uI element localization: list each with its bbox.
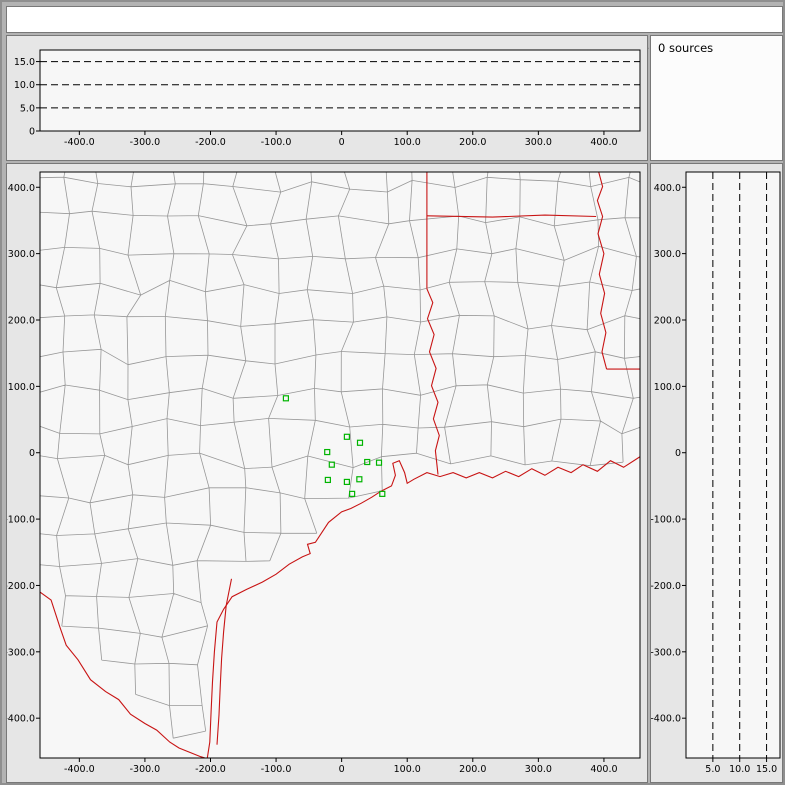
ew-plot-area[interactable] — [39, 49, 641, 132]
map-y-tick-label: 0 — [29, 448, 35, 459]
map-x-tick-label: -400.0 — [64, 764, 95, 775]
map-y-tick-label: 300.0 — [8, 249, 35, 260]
border-barrier-island — [216, 578, 233, 745]
map-y-tick-label: 200.0 — [8, 315, 35, 326]
map-x-tick-label: 300.0 — [525, 764, 552, 775]
ns-y-tick-label: 100.0 — [654, 382, 681, 393]
ns-x-tick-label: 10.0 — [729, 764, 750, 775]
ns-y-tick-label: -200.0 — [651, 581, 681, 592]
ns-x-tick-label: 15.0 — [756, 764, 777, 775]
map-x-tick-label: 200.0 — [459, 764, 486, 775]
map-layers — [40, 172, 640, 758]
alt-tick-label: 15.0 — [14, 57, 35, 68]
plan-view-map-chart: -400.0 -300.0 -200.0 -100.0 0 100.0 200.0 300.0… — [7, 171, 641, 775]
county-boundaries — [40, 172, 640, 739]
border-la-ar-north — [426, 214, 597, 218]
alt-tick-label: 5.0 — [20, 103, 35, 114]
map-y-tick-label: -200.0 — [7, 581, 35, 592]
ew-tick-label: 0 — [339, 137, 345, 148]
lma-station-marker — [375, 459, 383, 466]
map-x-tick-label: -200.0 — [195, 764, 226, 775]
map-y-tick-label: 400.0 — [8, 183, 35, 194]
ns-plot-area[interactable] — [685, 171, 781, 759]
panel-source-count: 0 sources — [650, 35, 783, 161]
lma-station-marker — [282, 395, 290, 402]
lma-station-marker — [343, 433, 350, 440]
lma-station-marker — [364, 458, 371, 466]
panel-plan-view-map: -400.0 -300.0 -200.0 -100.0 0 100.0 200.0 300.0… — [6, 163, 648, 783]
map-y-tick-label: -400.0 — [7, 714, 35, 725]
ns-y-tick-label: 0 — [675, 448, 681, 459]
border-mississippi-river — [596, 172, 608, 370]
lma-station-marker — [356, 476, 363, 483]
title-bar: Houston Lightning Mapping Array 1400-150… — [6, 6, 783, 53]
ns-y-tick-label: 400.0 — [654, 183, 681, 194]
lma-station-marker — [343, 478, 350, 486]
panel-altitude-east-west: 15.0 10.0 5.0 0 -400.0 -300.0 -200.0 -100.0 0 100… — [6, 35, 648, 161]
lma-station-marker — [324, 448, 331, 456]
lma-station-marker — [379, 490, 386, 497]
map-x-tick-label: -300.0 — [130, 764, 161, 775]
alt-tick-label: 0 — [29, 127, 35, 138]
map-x-tick-label: -100.0 — [261, 764, 292, 775]
altitude-ew-chart: 15.0 10.0 5.0 0 -400.0 -300.0 -200.0 -100.0 0 100… — [14, 49, 641, 148]
ew-tick-label: 200.0 — [459, 137, 486, 148]
lma-station-marker — [328, 461, 335, 468]
ew-tick-label: -300.0 — [130, 137, 161, 148]
ew-tick-label: 300.0 — [525, 137, 552, 148]
map-x-tick-label: 400.0 — [590, 764, 617, 775]
map-y-tick-label: -100.0 — [7, 515, 35, 526]
ns-x-tick-label: 5.0 — [705, 764, 720, 775]
lma-station-marker — [356, 439, 364, 446]
border-rio-grande — [40, 591, 207, 758]
ns-y-tick-label: -300.0 — [651, 647, 681, 658]
ns-y-tick-label: -400.0 — [651, 714, 681, 725]
ns-y-tick-label: 200.0 — [654, 315, 681, 326]
map-x-tick-label: 0 — [339, 764, 345, 775]
ew-tick-label: 400.0 — [590, 137, 617, 148]
panel-altitude-north-south: 400.0 300.0 200.0 100.0 0 -100.0 -200.0 -300.0 -… — [650, 163, 783, 783]
lma-station-marker — [349, 490, 356, 497]
map-plot-border — [39, 171, 641, 759]
ew-tick-label: -100.0 — [261, 137, 292, 148]
source-count-label: 0 sources — [658, 41, 714, 55]
alt-tick-label: 10.0 — [14, 80, 35, 91]
lma-station-marker — [324, 476, 331, 484]
map-plot-area[interactable] — [40, 172, 640, 758]
border-gulf-coastline — [206, 456, 640, 758]
map-x-tick-label: 100.0 — [394, 764, 421, 775]
map-y-tick-label: -300.0 — [7, 647, 35, 658]
ns-y-tick-label: -100.0 — [651, 515, 681, 526]
ew-tick-label: -400.0 — [64, 137, 95, 148]
map-y-tick-label: 100.0 — [8, 382, 35, 393]
ew-tick-label: -200.0 — [195, 137, 226, 148]
ns-y-tick-label: 300.0 — [654, 249, 681, 260]
ew-tick-label: 100.0 — [394, 137, 421, 148]
border-sabine-river — [426, 288, 440, 475]
altitude-ns-chart: 400.0 300.0 200.0 100.0 0 -100.0 -200.0 -300.0 -… — [651, 171, 781, 775]
